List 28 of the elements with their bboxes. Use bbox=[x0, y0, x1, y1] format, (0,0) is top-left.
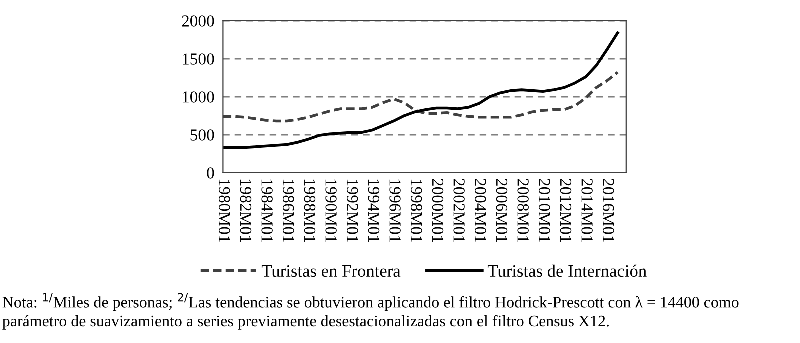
x-tick-label: 1988M01 bbox=[304, 180, 316, 242]
x-tick-label: 1984M01 bbox=[262, 180, 273, 242]
x-tick-label: 1990M01 bbox=[326, 180, 337, 242]
text: Nota: $^{1/}$Miles de personas; $^{2/}$Las tendencias se obtuvieron aplicando el filtro Hodrick-Prescott con λ = 14400 como parámetro de suavizamiento a series previamente desestacionalizadas con el filtro Census X12. bbox=[2, 293, 739, 330]
x-tick-label: 2010M01 bbox=[539, 179, 550, 242]
x-tick-label: 2014M01 bbox=[582, 179, 593, 242]
x-tick-label: 1986M01 bbox=[283, 180, 294, 242]
x-tick-label: 1996M01 bbox=[390, 180, 401, 242]
x-tick-label: 1982M01 bbox=[240, 180, 252, 242]
y-tick-label: 1500 bbox=[183, 54, 214, 65]
x-tick-label: 2008M01 bbox=[518, 179, 529, 242]
x-tick-label: 1994M01 bbox=[368, 180, 380, 242]
line-series bbox=[223, 32, 620, 150]
y-tick-label: 1000 bbox=[183, 92, 214, 103]
x-tick-label: 2016M01 bbox=[603, 179, 614, 242]
x-tick-label: 1980M01 bbox=[219, 180, 230, 242]
x-tick-label: 2000M01 bbox=[432, 179, 444, 242]
y-tick-label: 2000 bbox=[182, 16, 214, 27]
x-tick-label: 1998M01 bbox=[411, 180, 422, 242]
legend-label: Turistas de Internación bbox=[488, 264, 647, 278]
y-tick-label: 0 bbox=[207, 168, 214, 179]
x-tick-label: 2002M01 bbox=[454, 179, 465, 242]
legend-label: Turistas en Frontera bbox=[262, 265, 401, 278]
x-tick-label: 2006M01 bbox=[496, 179, 508, 242]
x-tick-label: 2004M01 bbox=[475, 179, 486, 242]
x-tick-label: 1992M01 bbox=[347, 180, 358, 242]
y-tick-label: 500 bbox=[190, 130, 214, 141]
x-tick-label: 2012M01 bbox=[560, 179, 572, 242]
